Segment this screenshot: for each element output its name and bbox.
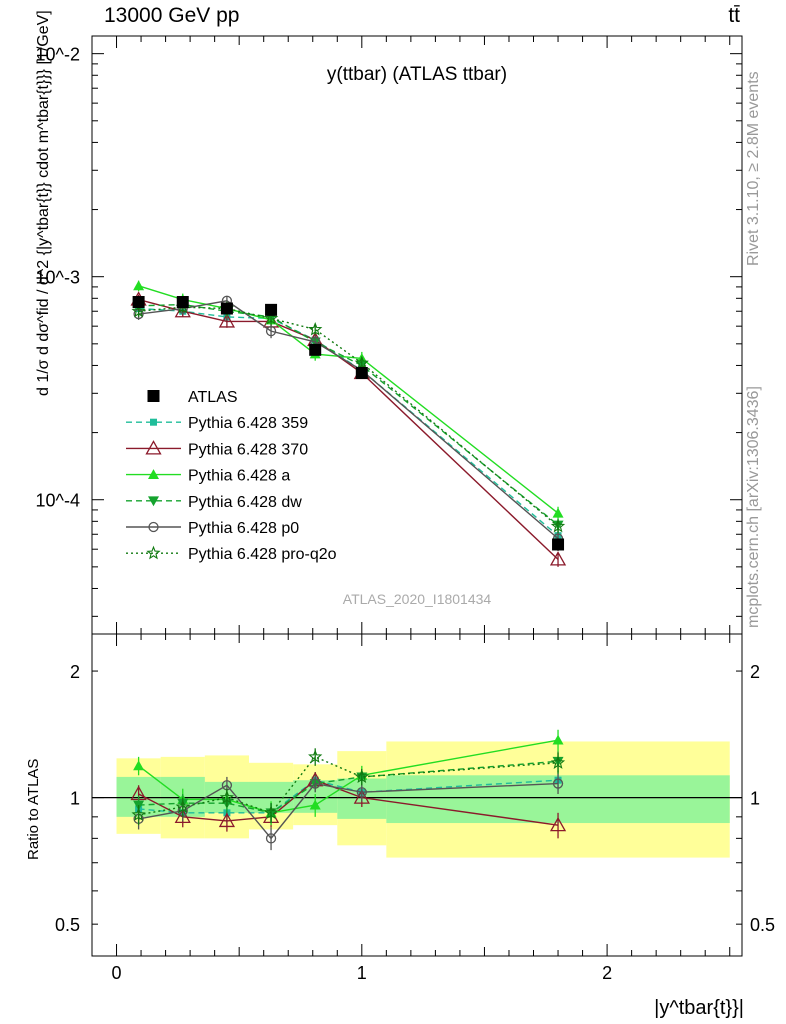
main-plot-area: 10^-4 10^-3 10^-2 — [36, 35, 743, 635]
main-point-ppro — [263, 310, 279, 325]
ratio-point-pp0 — [265, 833, 277, 844]
main-frame — [91, 35, 743, 635]
plot-title: y(ttbar) (ATLAS ttbar) — [327, 64, 507, 85]
y-axis-label-main: d 1/σ d dσ^fid / d^2 {|y^tbar{t}} cdot m… — [35, 10, 52, 396]
ratio-point-p370 — [549, 816, 567, 832]
x-tick-label: 0 — [112, 963, 122, 983]
ratio-ytick-label: 0.5 — [55, 915, 80, 935]
y-axis-label-ratio: Ratio to ATLAS — [25, 759, 42, 860]
ratio-point-pa — [552, 734, 564, 745]
ratio-ytick-label-right: 2 — [750, 662, 760, 682]
legend-label-ppro: Pythia 6.428 pro-q2o — [188, 546, 337, 563]
ratio-point-ppro — [263, 805, 279, 819]
main-ytick-label: 10^-4 — [36, 491, 80, 511]
main-point-ppro — [308, 321, 323, 336]
ratio-point-ppro — [219, 790, 235, 804]
legend-label-p359: Pythia 6.428 359 — [188, 415, 308, 432]
ratio-point-p370 — [174, 808, 191, 823]
legend-marker-pa — [148, 469, 159, 479]
data-point — [355, 366, 368, 379]
ratio-point-pa — [309, 799, 321, 810]
ratio-frame — [91, 633, 743, 957]
header-process-label: 13000 GeV pp — [104, 4, 240, 27]
legend-marker-ppro — [146, 545, 161, 560]
legend-marker-pp0 — [148, 521, 159, 533]
main-point-pp0 — [265, 325, 277, 337]
legend-marker-p370 — [145, 440, 162, 455]
ratio-plot-area: 0.5 0.5 1 1 2 2 0 1 2 — [55, 633, 775, 983]
ratio-point-pp0 — [552, 778, 564, 789]
main-point-pa — [552, 507, 564, 518]
main-point-p370 — [218, 313, 236, 328]
legend-marker-pdw — [148, 496, 159, 507]
main-point-ppro — [354, 355, 369, 370]
ratio-point-pp0 — [356, 787, 367, 798]
x-tick-label: 1 — [357, 963, 367, 983]
ratio-point-ppro — [550, 755, 566, 769]
x-axis-label: |y^tbar{t}}| — [654, 997, 744, 1019]
ratio-ytick-label: 1 — [70, 789, 80, 809]
ratio-point-pa — [133, 760, 145, 771]
legend-label-pp0: Pythia 6.428 p0 — [188, 520, 299, 537]
ratio-point-ppro — [354, 769, 369, 784]
analysis-watermark: ATLAS_2020_I1801434 — [343, 591, 492, 607]
main-point-ppro — [550, 518, 566, 533]
data-point — [309, 343, 322, 356]
ratio-ytick-label-right: 1 — [750, 789, 760, 809]
data-point — [552, 538, 565, 551]
header-ttbar-label: tt̄ — [728, 4, 740, 27]
legend-label-pa: Pythia 6.428 a — [188, 468, 290, 485]
ratio-point-p370 — [218, 812, 236, 828]
x-tick-label: 2 — [602, 963, 612, 983]
data-point — [265, 303, 278, 316]
legend-marker-data — [147, 390, 160, 402]
main-point-pa — [133, 280, 145, 291]
legend: ATLAS Pythia 6.428 359 Pythia 6.428 370 Pyt… — [126, 389, 337, 563]
data-point — [220, 302, 233, 315]
main-ytick-label: 10^-2 — [36, 45, 80, 65]
legend-marker-p359 — [150, 418, 157, 426]
data-point — [176, 296, 189, 309]
ratio-point-p370 — [353, 789, 370, 804]
legend-label-pdw: Pythia 6.428 dw — [188, 494, 302, 511]
main-point-p370 — [549, 551, 567, 566]
legend-label-data: ATLAS — [188, 389, 238, 406]
ratio-ytick-label-right: 0.5 — [750, 915, 775, 935]
legend-label-p370: Pythia 6.428 370 — [188, 441, 308, 458]
ratio-ytick-label: 2 — [70, 662, 80, 682]
ratio-point-ppro — [175, 799, 190, 814]
ratio-point-ppro — [308, 749, 323, 763]
main-ytick-label: 10^-3 — [36, 268, 80, 288]
data-point — [132, 296, 145, 309]
ratio-point-ppro — [131, 807, 146, 821]
main-point-ppro — [131, 303, 146, 318]
ratio-point-pp0 — [310, 778, 321, 789]
